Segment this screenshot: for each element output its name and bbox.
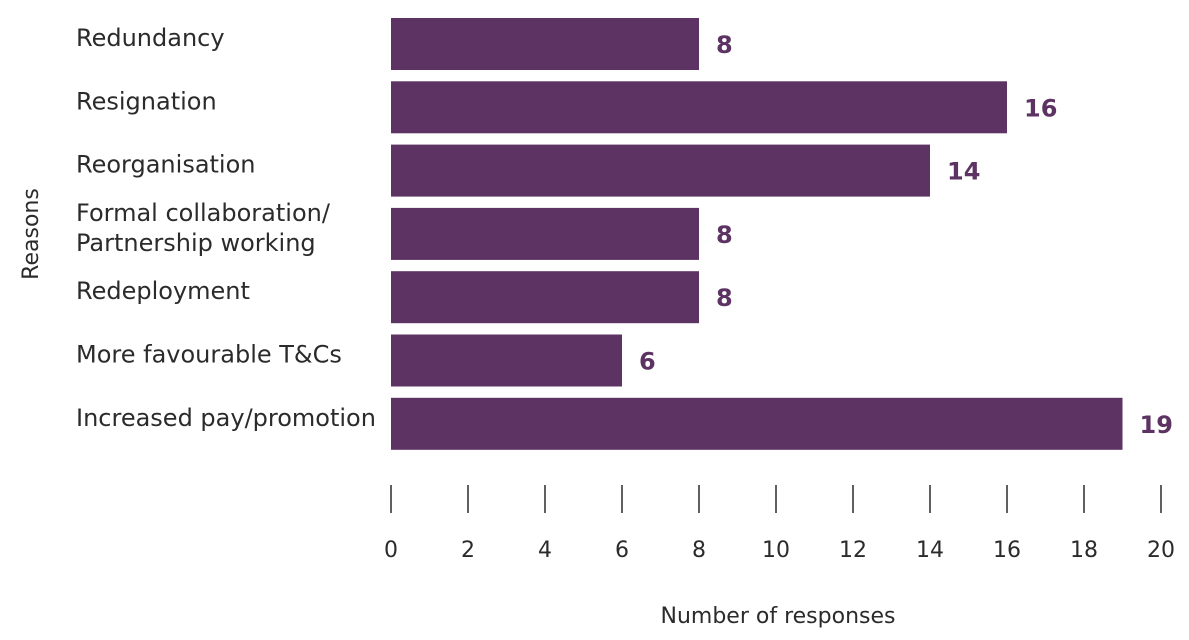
- x-tick-label: 2: [461, 538, 475, 563]
- x-axis-title: Number of responses: [661, 604, 896, 629]
- x-tick-label: 8: [692, 538, 706, 563]
- value-label: 8: [716, 284, 733, 312]
- value-labels: 8 16 14 8 8 6 19: [639, 31, 1173, 439]
- x-tick-label: 16: [993, 538, 1021, 563]
- bar: [391, 144, 930, 197]
- bar: [391, 334, 622, 387]
- category-label: More favourable T&Cs: [76, 341, 342, 369]
- bar: [391, 18, 699, 70]
- value-label: 6: [639, 348, 656, 376]
- bars-group: [391, 18, 1123, 450]
- category-label: Increased pay/promotion: [76, 404, 376, 432]
- category-label: Redundancy: [76, 24, 225, 52]
- x-tick-label: 12: [839, 538, 867, 563]
- bar: [391, 397, 1123, 450]
- bar: [391, 271, 699, 324]
- x-tick-label: 6: [615, 538, 629, 563]
- x-tick-label: 10: [762, 538, 790, 563]
- x-tick-label: 20: [1147, 538, 1175, 563]
- x-tick-label: 4: [538, 538, 552, 563]
- category-label: Formal collaboration/Partnership working: [76, 199, 331, 257]
- category-label: Redeployment: [76, 277, 250, 305]
- category-label: Reorganisation: [76, 151, 256, 179]
- value-label: 19: [1140, 411, 1173, 439]
- bar: [391, 207, 699, 260]
- x-tick-label: 14: [916, 538, 944, 563]
- value-label: 14: [947, 158, 980, 186]
- category-labels: Redundancy Resignation Reorganisation Forma…: [76, 24, 376, 432]
- x-axis-ticks: [390, 485, 1162, 513]
- value-label: 8: [716, 221, 733, 249]
- x-axis-tick-labels: 0 2 4 6 8 10 12 14 16 18 20: [384, 538, 1175, 563]
- y-axis-title: Reasons: [19, 188, 44, 280]
- x-tick-label: 18: [1070, 538, 1098, 563]
- x-tick-label: 0: [384, 538, 398, 563]
- bar: [391, 81, 1007, 134]
- value-label: 8: [716, 31, 733, 59]
- category-label: Resignation: [76, 87, 217, 115]
- value-label: 16: [1024, 94, 1057, 122]
